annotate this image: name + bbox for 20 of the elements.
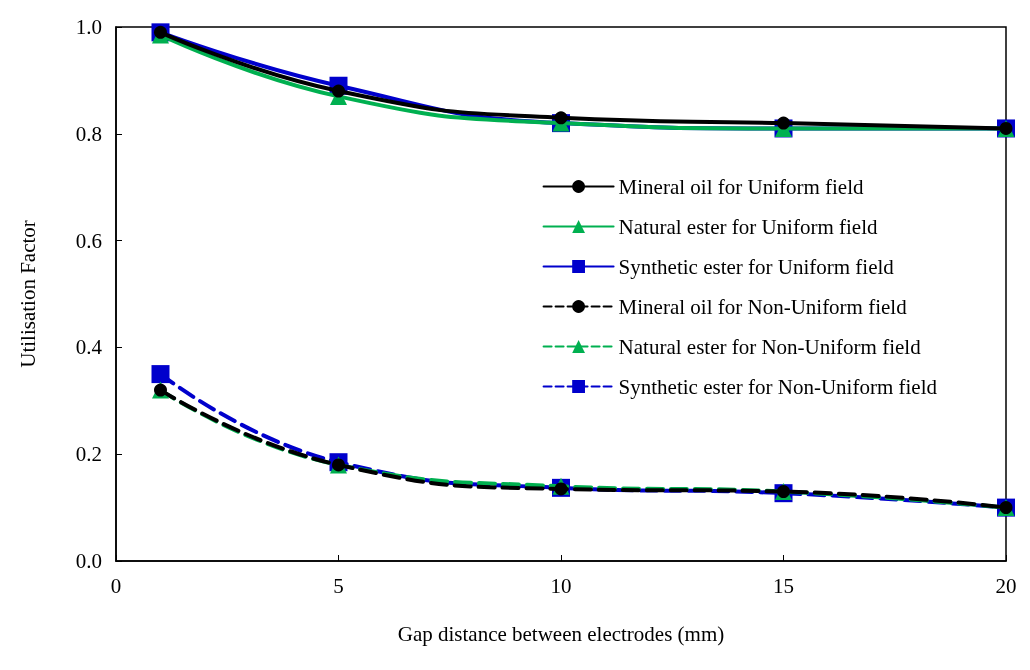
x-tick-label: 0: [110, 573, 122, 598]
legend-label: Natural ester for Non-Uniform field: [618, 334, 922, 359]
y-tick-label: 0.4: [75, 335, 103, 360]
y-tick-label: 0.8: [75, 121, 102, 146]
x-tick-label: 20: [995, 573, 1017, 598]
x-axis-title: Gap distance between electrodes (mm): [397, 621, 725, 646]
point: [151, 365, 170, 384]
legend-label: Synthetic ester for Non-Uniform field: [618, 374, 938, 399]
y-tick-label: 0.2: [75, 442, 102, 467]
legend-label: Mineral oil for Non-Uniform field: [618, 294, 908, 319]
legend-label: Synthetic ester for Uniform field: [618, 254, 895, 279]
x-tick-label: 5: [333, 573, 344, 598]
y-tick-label: 0.0: [75, 549, 102, 573]
legend-label: Mineral oil for Uniform field: [618, 174, 865, 199]
y-tick-label: 0.6: [75, 228, 102, 253]
x-tick-label: 10: [550, 573, 572, 598]
x-tick-label: 15: [773, 573, 794, 598]
legend-label: Natural ester for Uniform field: [618, 214, 878, 239]
y-axis-title: Utilisation Factor: [15, 220, 40, 368]
y-tick-label: 1.0: [75, 15, 102, 39]
